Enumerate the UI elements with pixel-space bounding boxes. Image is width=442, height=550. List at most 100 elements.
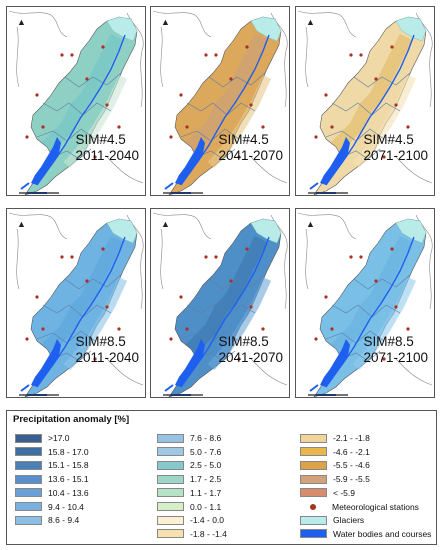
legend-item: -5.5 - -4.6 [300,460,370,470]
station-dot [245,247,249,251]
zone-band [331,235,413,354]
legend-item: Meteorological stations [300,502,419,512]
glacier-area [250,16,282,42]
station-dot [261,327,265,331]
station-dot [60,53,64,57]
map-panel: ▲ SIM#8.5 2041-2070 [150,208,290,398]
north-arrow-icon: ▲ [17,17,26,27]
lake [320,339,350,387]
glacier-area [250,218,282,244]
station-dot [85,77,89,81]
legend-swatch [15,515,42,525]
lake [31,137,61,185]
station-dot [204,255,208,259]
station-dot [314,337,318,341]
legend-swatch [300,488,327,498]
glacier-area [395,218,427,244]
legend-label: 7.6 - 8.6 [190,433,222,443]
period-label: 2011-2040 [75,148,139,163]
map-panel: ▲ SIM#4.5 2071-2100 [295,6,435,196]
station-dot [105,305,109,309]
legend-swatch [300,529,327,539]
legend-label: 8.6 - 9.4 [48,515,80,526]
panel-label: SIM#4.5 2041-2070 [218,132,283,164]
station-dot [117,327,121,331]
lake [31,339,61,387]
legend-item: 15.1 - 15.8 [15,460,89,470]
station-dot [214,53,218,57]
lake [320,137,350,185]
map-svg: ▲ [152,212,288,397]
station-dot [249,103,253,107]
zone-band [207,75,272,168]
zone-band [207,277,272,370]
legend-label: Water bodies and courses [333,528,432,539]
glacier-area [395,16,427,42]
station-dot [261,125,265,129]
legend-label: Glaciers [333,515,365,526]
legend-item: -4.6 - -2.1 [300,447,370,457]
station-dot [185,327,189,331]
station-dot [229,279,233,283]
map-svg: ▲ [297,10,433,195]
scenario-label: SIM#8.5 [218,334,269,349]
station-dot [85,279,89,283]
legend-item: 1.7 - 2.5 [157,474,221,484]
map-panel: ▲ SIM#4.5 2011-2040 [6,6,146,196]
legend-label: < -5.9 [333,487,355,498]
station-icon [310,503,316,510]
legend-item: 9.4 - 10.4 [15,502,84,512]
station-dot [374,77,378,81]
station-dot [117,125,121,129]
legend-item: 5.0 - 7.6 [157,447,221,457]
station-dot [70,255,74,259]
legend-label: 1.1 - 1.7 [190,487,222,498]
station-dot [169,337,173,341]
legend-label: 0.0 - 1.1 [190,501,222,512]
border-lines [152,10,288,184]
station-dot [374,279,378,283]
legend-swatch [15,502,42,511]
period-label: 2011-2040 [75,350,139,365]
panel-label: SIM#8.5 2041-2070 [218,334,283,366]
legend-item: Glaciers [300,515,364,525]
station-dot [394,305,398,309]
border-lines [8,212,144,386]
legend-label: -4.6 - -2.1 [333,446,370,457]
station-dot [359,255,363,259]
station-dot [390,247,394,251]
station-dot [101,45,105,49]
legend-label: -5.9 - -5.5 [333,474,370,485]
legend-label: -5.5 - -4.6 [333,460,370,471]
legend-item: 1.1 - 1.7 [157,488,221,498]
station-dot [93,155,97,159]
map-panel: ▲ SIM#8.5 2071-2100 [295,208,435,398]
north-arrow-icon: ▲ [306,17,315,27]
map-svg: ▲ [8,212,144,397]
station-dot [390,45,394,49]
legend-item: 0.0 - 1.1 [157,502,221,512]
legend-item: 10.4 - 13.6 [15,488,89,498]
station-dot [179,93,183,97]
legend-swatch [15,447,42,457]
legend-title: Precipitation anomaly [%] [13,414,130,425]
legend-item: 2.5 - 5.0 [157,460,221,470]
legend-label: 9.4 - 10.4 [48,501,84,512]
border-lines [152,212,288,386]
legend-swatch [157,515,184,525]
legend-item: -1.8 - -1.4 [157,529,227,539]
station-dot [324,295,328,299]
map-svg: ▲ [297,212,433,397]
zone-band [186,33,268,152]
station-dot [25,135,29,139]
station-dot [60,255,64,259]
station-dot [406,327,410,331]
station-dot [179,295,183,299]
legend-swatch [300,447,327,457]
legend-item: Water bodies and courses [300,529,431,539]
station-dot [214,255,218,259]
station-dot [330,125,334,129]
station-dot [237,155,241,159]
legend-swatch [157,529,184,539]
station-dot [349,53,353,57]
